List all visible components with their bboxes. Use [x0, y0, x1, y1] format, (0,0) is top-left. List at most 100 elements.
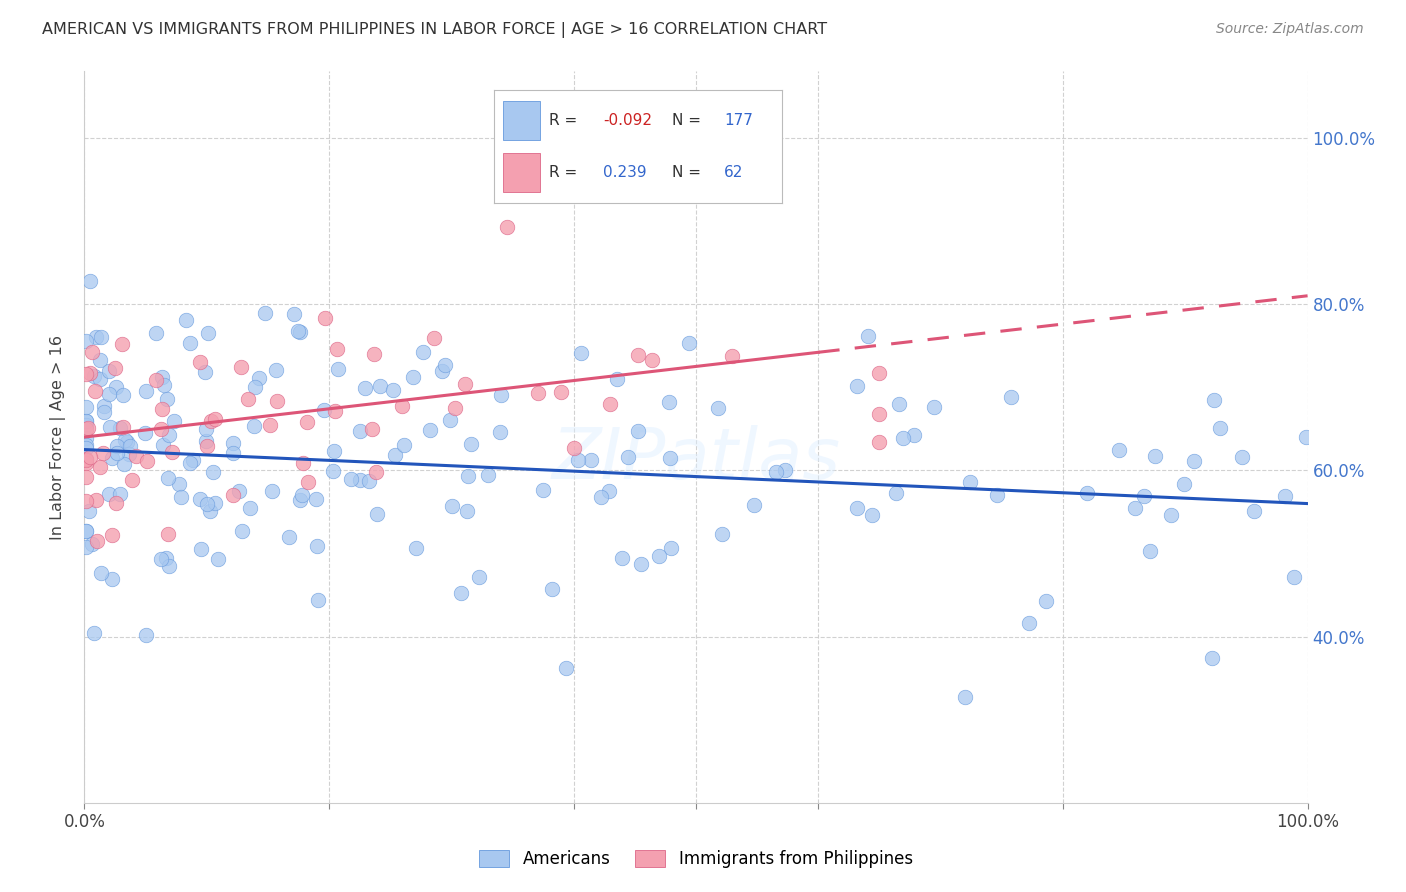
Point: [773, 463, 796, 477]
Point: [79, 275, 101, 289]
Point: [75, 541, 97, 555]
Point: [75, 414, 97, 428]
Point: [167, 476, 190, 491]
Point: [353, 381, 375, 395]
Point: [1018, 616, 1040, 631]
Point: [114, 433, 136, 447]
Point: [1000, 390, 1022, 404]
Point: [198, 504, 221, 518]
Point: [869, 435, 891, 450]
Point: [197, 326, 219, 340]
Text: AMERICAN VS IMMIGRANTS FROM PHILIPPINES IN LABOR FORCE | AGE > 16 CORRELATION CH: AMERICAN VS IMMIGRANTS FROM PHILIPPINES …: [42, 22, 827, 38]
Point: [145, 326, 167, 340]
Point: [366, 507, 388, 521]
Point: [1139, 544, 1161, 558]
Point: [229, 360, 252, 375]
Point: [325, 343, 347, 357]
Point: [152, 438, 174, 452]
Point: [292, 456, 315, 470]
Point: [392, 438, 415, 452]
Point: [305, 492, 328, 507]
Point: [531, 483, 554, 497]
Point: [112, 457, 135, 471]
Point: [98, 364, 121, 378]
Point: [134, 425, 156, 440]
Point: [222, 446, 245, 460]
Point: [157, 558, 180, 573]
Point: [887, 397, 910, 411]
Point: [412, 345, 434, 359]
Point: [555, 661, 578, 675]
Point: [765, 465, 787, 479]
Point: [105, 446, 128, 460]
Point: [155, 551, 177, 566]
Point: [641, 353, 664, 368]
Point: [105, 380, 128, 394]
Point: [598, 483, 620, 498]
Point: [104, 360, 127, 375]
Point: [678, 335, 700, 350]
Point: [101, 451, 124, 466]
Point: [658, 451, 681, 466]
Point: [195, 439, 218, 453]
Point: [84, 329, 107, 343]
Text: Source: ZipAtlas.com: Source: ZipAtlas.com: [1216, 22, 1364, 37]
Point: [194, 422, 217, 436]
Point: [259, 418, 281, 433]
Point: [562, 442, 585, 456]
Point: [112, 419, 135, 434]
Point: [1295, 430, 1317, 444]
Point: [856, 328, 879, 343]
Point: [239, 500, 262, 515]
Point: [84, 493, 107, 508]
Point: [86, 533, 108, 548]
Point: [145, 373, 167, 387]
Point: [75, 418, 97, 433]
Point: [368, 378, 391, 392]
Point: [118, 439, 141, 453]
Point: [162, 413, 184, 427]
Point: [893, 432, 915, 446]
Point: [433, 359, 456, 373]
Point: [156, 392, 179, 406]
Point: [75, 367, 97, 381]
Point: [456, 503, 478, 517]
Point: [381, 384, 404, 398]
Point: [444, 401, 467, 415]
Point: [75, 422, 97, 436]
Text: ZIPatlas: ZIPatlas: [551, 425, 841, 493]
Point: [922, 400, 945, 414]
Point: [75, 524, 97, 538]
Point: [322, 464, 344, 478]
Point: [884, 485, 907, 500]
Point: [477, 468, 499, 483]
Point: [846, 501, 869, 516]
Point: [363, 347, 385, 361]
Point: [1209, 421, 1232, 435]
Point: [591, 490, 613, 504]
Point: [98, 420, 121, 434]
Point: [314, 310, 336, 325]
Point: [75, 470, 97, 484]
Point: [136, 454, 159, 468]
Point: [1182, 454, 1205, 468]
Point: [454, 376, 477, 391]
Point: [627, 348, 650, 362]
Point: [93, 446, 115, 460]
Point: [627, 425, 650, 439]
Point: [1274, 489, 1296, 503]
Point: [221, 488, 243, 502]
Point: [405, 541, 427, 555]
Point: [419, 423, 441, 437]
Point: [571, 345, 593, 359]
Point: [112, 388, 135, 402]
Point: [75, 493, 97, 508]
Point: [323, 404, 346, 418]
Point: [249, 370, 271, 384]
Point: [599, 397, 621, 411]
Point: [612, 551, 634, 566]
Point: [75, 400, 97, 414]
Point: [149, 552, 172, 566]
Point: [312, 402, 335, 417]
Point: [1282, 569, 1305, 583]
